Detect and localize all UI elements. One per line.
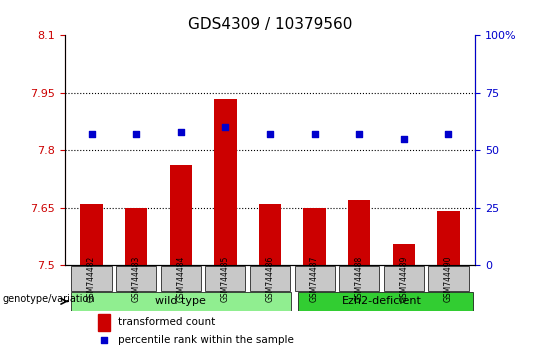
Bar: [80, 204, 103, 265]
Text: genotype/variation: genotype/variation: [3, 294, 96, 304]
Point: [87, 131, 96, 137]
Text: GSM744485: GSM744485: [221, 256, 230, 302]
Text: GSM744489: GSM744489: [399, 256, 408, 302]
Bar: [437, 211, 460, 265]
Bar: [161, 266, 201, 291]
Text: GSM744483: GSM744483: [132, 256, 141, 302]
Text: GSM744488: GSM744488: [355, 256, 364, 302]
Bar: [393, 244, 415, 265]
Point: [400, 136, 408, 142]
Point: [132, 131, 140, 137]
Text: wild type: wild type: [156, 296, 206, 306]
Text: percentile rank within the sample: percentile rank within the sample: [118, 336, 294, 346]
Bar: [250, 266, 290, 291]
Bar: [170, 165, 192, 265]
Bar: [298, 292, 473, 311]
Bar: [116, 266, 156, 291]
Text: GSM744487: GSM744487: [310, 256, 319, 302]
Bar: [214, 98, 237, 265]
Bar: [303, 207, 326, 265]
Text: transformed count: transformed count: [118, 318, 215, 327]
Point: [444, 131, 453, 137]
Bar: [384, 266, 424, 291]
Bar: [125, 207, 147, 265]
Bar: [259, 204, 281, 265]
Point: [221, 124, 230, 130]
Text: GSM744484: GSM744484: [176, 256, 185, 302]
Bar: [339, 266, 379, 291]
Bar: [428, 266, 469, 291]
Point: [266, 131, 274, 137]
Text: Ezh2-deficient: Ezh2-deficient: [342, 296, 421, 306]
Bar: [205, 266, 246, 291]
Point: [355, 131, 363, 137]
Text: GSM744490: GSM744490: [444, 256, 453, 302]
Text: GDS4309 / 10379560: GDS4309 / 10379560: [188, 17, 352, 32]
Text: GSM744486: GSM744486: [266, 256, 274, 302]
Bar: [71, 266, 112, 291]
Point: [177, 129, 185, 135]
Text: GSM744482: GSM744482: [87, 256, 96, 302]
Bar: [71, 292, 291, 311]
Bar: [294, 266, 335, 291]
Bar: [348, 200, 370, 265]
Bar: [98, 314, 110, 331]
Point: [310, 131, 319, 137]
